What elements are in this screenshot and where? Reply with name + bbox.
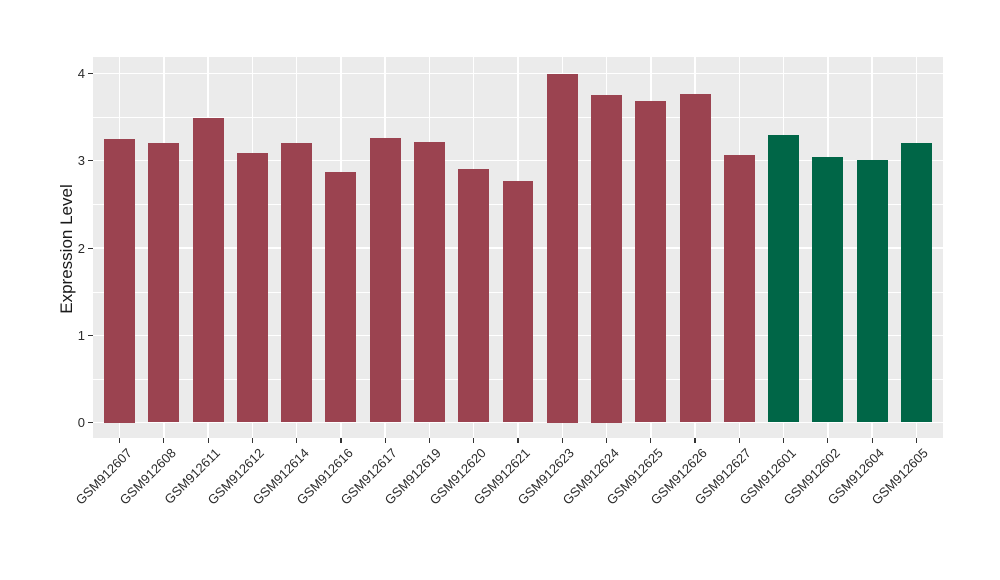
bar-GSM912627 xyxy=(723,154,755,423)
x-tick-mark-GSM912605 xyxy=(915,438,918,443)
y-tick-mark-1 xyxy=(88,334,93,336)
y-tick-label-0: 0 xyxy=(77,415,85,430)
y-tick-label-4: 4 xyxy=(77,66,85,81)
bar-GSM912604 xyxy=(856,159,888,423)
y-tick-mark-3 xyxy=(88,160,93,162)
bar-GSM912614 xyxy=(281,143,313,423)
bar-GSM912601 xyxy=(768,134,800,423)
x-tick-mark-GSM912604 xyxy=(871,438,873,443)
x-tick-mark-GSM912621 xyxy=(517,438,519,443)
x-tick-mark-GSM912614 xyxy=(296,438,298,443)
x-tick-mark-GSM912607 xyxy=(118,438,121,443)
bar-GSM912611 xyxy=(192,117,224,423)
bar-GSM912624 xyxy=(591,95,623,423)
x-tick-mark-GSM912619 xyxy=(428,438,431,443)
bar-GSM912605 xyxy=(900,143,932,423)
bar-GSM912608 xyxy=(148,143,180,423)
bar-GSM912612 xyxy=(236,152,268,423)
x-tick-mark-GSM912626 xyxy=(694,438,696,443)
y-tick-label-1: 1 xyxy=(77,327,85,343)
y-tick-label-2: 2 xyxy=(77,240,85,256)
bar-GSM912620 xyxy=(458,168,490,423)
bar-GSM912607 xyxy=(104,138,136,423)
y-tick-mark-2 xyxy=(88,247,93,249)
bar-GSM912621 xyxy=(502,180,534,423)
bar-GSM912616 xyxy=(325,172,357,423)
x-tick-mark-GSM912620 xyxy=(473,438,475,443)
x-tick-mark-GSM912625 xyxy=(650,438,652,443)
x-tick-mark-GSM912601 xyxy=(783,438,785,443)
x-tick-mark-GSM912611 xyxy=(207,438,209,443)
bar-GSM912625 xyxy=(635,101,667,423)
x-tick-mark-GSM912608 xyxy=(163,438,165,443)
bar-GSM912617 xyxy=(369,138,401,423)
x-tick-mark-GSM912623 xyxy=(561,438,563,443)
x-tick-mark-GSM912617 xyxy=(384,438,386,443)
bar-GSM912623 xyxy=(546,73,578,423)
x-tick-mark-GSM912624 xyxy=(605,438,608,443)
x-tick-mark-GSM912616 xyxy=(340,438,342,443)
bar-GSM912619 xyxy=(413,142,445,423)
x-tick-mark-GSM912612 xyxy=(251,438,253,443)
bar-GSM912626 xyxy=(679,93,711,423)
y-tick-mark-4 xyxy=(88,73,93,75)
y-tick-mark-0 xyxy=(88,422,93,424)
x-tick-mark-GSM912602 xyxy=(827,438,829,443)
plot-panel xyxy=(93,57,943,438)
x-tick-mark-GSM912627 xyxy=(738,438,740,443)
y-tick-label-3: 3 xyxy=(77,153,85,169)
bar-GSM912602 xyxy=(812,157,844,423)
